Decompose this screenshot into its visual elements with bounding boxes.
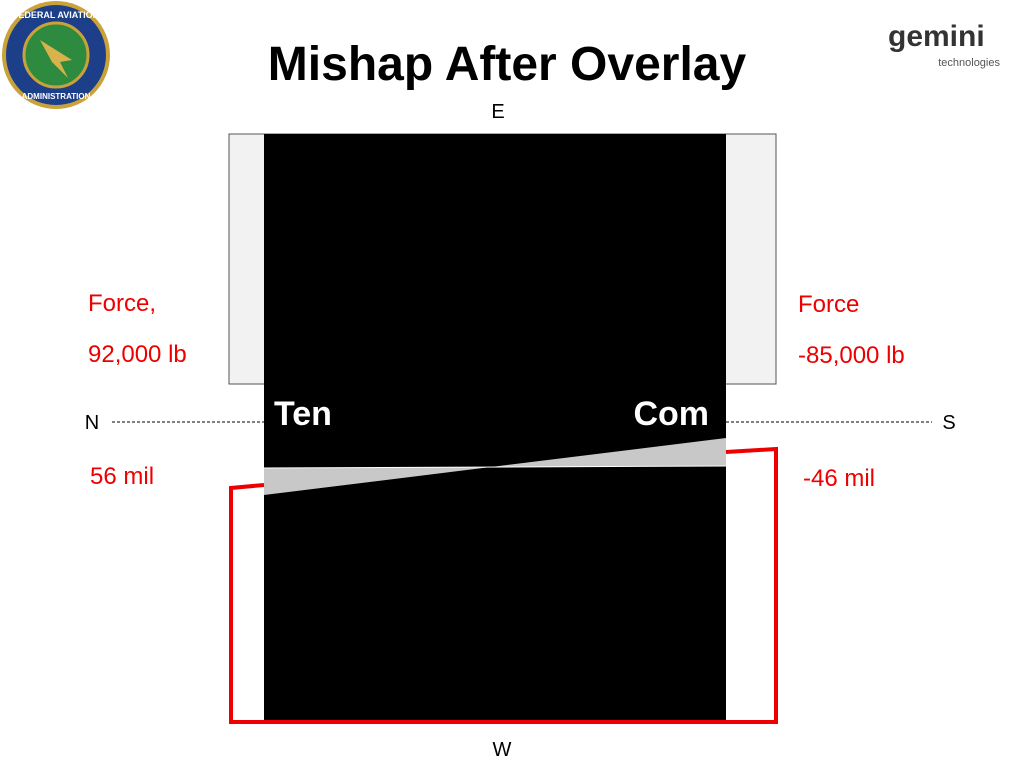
slab	[264, 134, 726, 724]
force-label: Force,	[88, 290, 156, 317]
direction: W	[493, 739, 512, 761]
neutral-line	[263, 465, 727, 469]
force-value: 92,000 lb	[88, 341, 187, 368]
force-label: Force	[798, 291, 859, 318]
direction: E	[491, 101, 504, 123]
deflection-label: -46 mil	[803, 465, 875, 492]
faa-logo: FEDERAL AVIATION ADMINISTRATION	[2, 1, 110, 109]
zone-label: Com	[633, 395, 709, 433]
direction: S	[942, 412, 955, 434]
logo-text: technologies	[938, 57, 1000, 69]
logo-text: gemini	[888, 20, 985, 53]
zone-label: Ten	[274, 395, 332, 433]
logo-text: FEDERAL AVIATION	[13, 10, 99, 20]
force-value: -85,000 lb	[798, 342, 905, 369]
gemini-logo: gemini technologies	[888, 20, 1000, 69]
deflection-outline	[229, 446, 778, 724]
title: Mishap After Overlay	[268, 38, 747, 91]
direction: N	[85, 412, 99, 434]
deflection-label: 56 mil	[90, 463, 154, 490]
logo-text: ADMINISTRATION	[22, 92, 91, 101]
